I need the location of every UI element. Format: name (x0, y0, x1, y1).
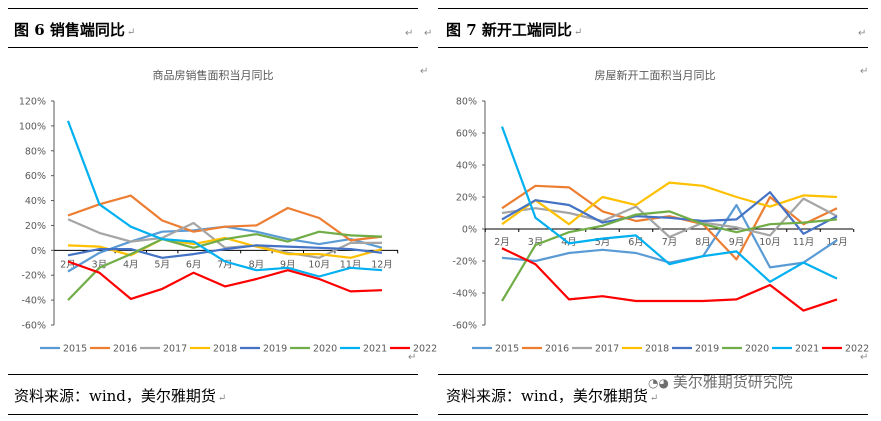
y-tick-label: 40% (25, 196, 46, 207)
legend-label: 2019 (263, 344, 287, 355)
legend-label: 2020 (313, 344, 337, 355)
series-line-2019 (67, 244, 383, 259)
right-footer-rule (438, 374, 868, 375)
left-bottom-rule (8, 414, 418, 415)
series-line-2018 (67, 236, 383, 259)
y-tick-label: 60% (25, 171, 46, 182)
x-tick-label: 11月 (793, 237, 815, 248)
paragraph-mark: ↵ (860, 352, 869, 363)
x-tick-label: 6月 (628, 237, 644, 248)
series-line-2017 (67, 218, 382, 259)
wechat-icon: ◔◕ (648, 376, 673, 390)
right-bottom-rule (438, 414, 868, 415)
x-tick-label: 9月 (280, 259, 296, 270)
left-footer-rule (8, 374, 418, 375)
y-tick-label: 0% (462, 225, 477, 236)
x-tick-label: 10月 (759, 237, 781, 248)
x-tick-label: 9月 (729, 237, 745, 248)
series-line-2021 (500, 126, 838, 283)
y-tick-label: 80% (456, 97, 477, 108)
x-tick-label: 3月 (92, 259, 108, 270)
y-tick-label: -60% (21, 321, 46, 332)
series-line-2020 (501, 210, 838, 302)
paragraph-mark: ↵ (860, 66, 869, 77)
x-tick-label: 6月 (186, 259, 202, 270)
y-tick-label: 40% (456, 161, 477, 172)
paragraph-mark: ↵ (408, 352, 417, 363)
y-tick-label: -20% (452, 257, 477, 268)
paragraph-mark: ↵ (405, 28, 414, 39)
legend-label: 2015 (495, 344, 519, 355)
x-tick-label: 2月 (494, 237, 510, 248)
y-tick-label: -60% (452, 321, 477, 332)
x-tick-label: 4月 (123, 259, 139, 270)
legend-label: 2021 (795, 344, 819, 355)
y-tick-label: 80% (25, 146, 46, 157)
right-top-rule (438, 8, 868, 9)
left-header-rule (8, 47, 418, 48)
legend-label: 2015 (63, 344, 87, 355)
legend-label: 2022 (413, 344, 437, 355)
x-tick-label: 5月 (154, 259, 170, 270)
x-tick-label: 8月 (695, 237, 711, 248)
legend-label: 2017 (595, 344, 619, 355)
chart-title: 房屋新开工面积当月同比 (595, 68, 716, 82)
legend-label: 2017 (163, 344, 187, 355)
x-tick-label: 10月 (308, 259, 330, 270)
x-tick-label: 11月 (340, 259, 362, 270)
legend-label: 2018 (213, 344, 237, 355)
right-figure-title: 图 7 新开工端同比 ↵ (446, 21, 583, 39)
series-line-2018 (501, 181, 838, 226)
x-tick-label: 3月 (528, 237, 544, 248)
series-line-2020 (67, 230, 383, 301)
legend-label: 2016 (113, 344, 137, 355)
x-tick-label: 12月 (826, 237, 848, 248)
legend-label: 2022 (845, 344, 869, 355)
series-line-2022 (501, 247, 838, 312)
x-tick-label: 7月 (217, 259, 233, 270)
x-tick-label: 8月 (249, 259, 265, 270)
series-line-2015 (501, 203, 838, 269)
y-tick-label: -20% (21, 271, 46, 282)
watermark: ◔◕ 美尔雅期货研究院 (648, 373, 793, 391)
legend-label: 2020 (745, 344, 769, 355)
legend-label: 2018 (645, 344, 669, 355)
series-line-2022 (67, 260, 383, 300)
y-tick-label: 20% (456, 193, 477, 204)
chart-title: 商品房销售面积当月同比 (153, 68, 274, 82)
y-tick-label: 0% (31, 246, 46, 257)
legend-label: 2021 (363, 344, 387, 355)
left-figure-title: 图 6 销售端同比 ↵ (14, 21, 136, 39)
y-tick-label: 100% (19, 121, 46, 132)
legend-label: 2019 (695, 344, 719, 355)
x-tick-label: 2月 (60, 259, 76, 270)
y-tick-label: -40% (452, 289, 477, 300)
right-source-note: 资料来源：wind，美尔雅期货 ↵ (446, 387, 659, 405)
legend-label: 2016 (545, 344, 569, 355)
y-tick-label: 120% (19, 97, 46, 108)
left-top-rule (8, 8, 418, 9)
paragraph-mark: ↵ (858, 28, 867, 39)
series-line-2019 (501, 191, 838, 235)
x-tick-label: 12月 (371, 259, 393, 270)
series-line-2016 (67, 194, 383, 242)
y-tick-label: 20% (25, 221, 46, 232)
left-source-note: 资料来源：wind，美尔雅期货 ↵ (14, 387, 227, 405)
x-tick-label: 5月 (595, 237, 611, 248)
paragraph-mark: ↵ (424, 28, 433, 39)
paragraph-mark: ↵ (420, 66, 429, 77)
right-header-rule (438, 47, 868, 48)
series-line-2021 (66, 120, 383, 278)
y-tick-label: -40% (21, 296, 46, 307)
y-tick-label: 60% (456, 129, 477, 140)
x-tick-label: 7月 (662, 237, 678, 248)
